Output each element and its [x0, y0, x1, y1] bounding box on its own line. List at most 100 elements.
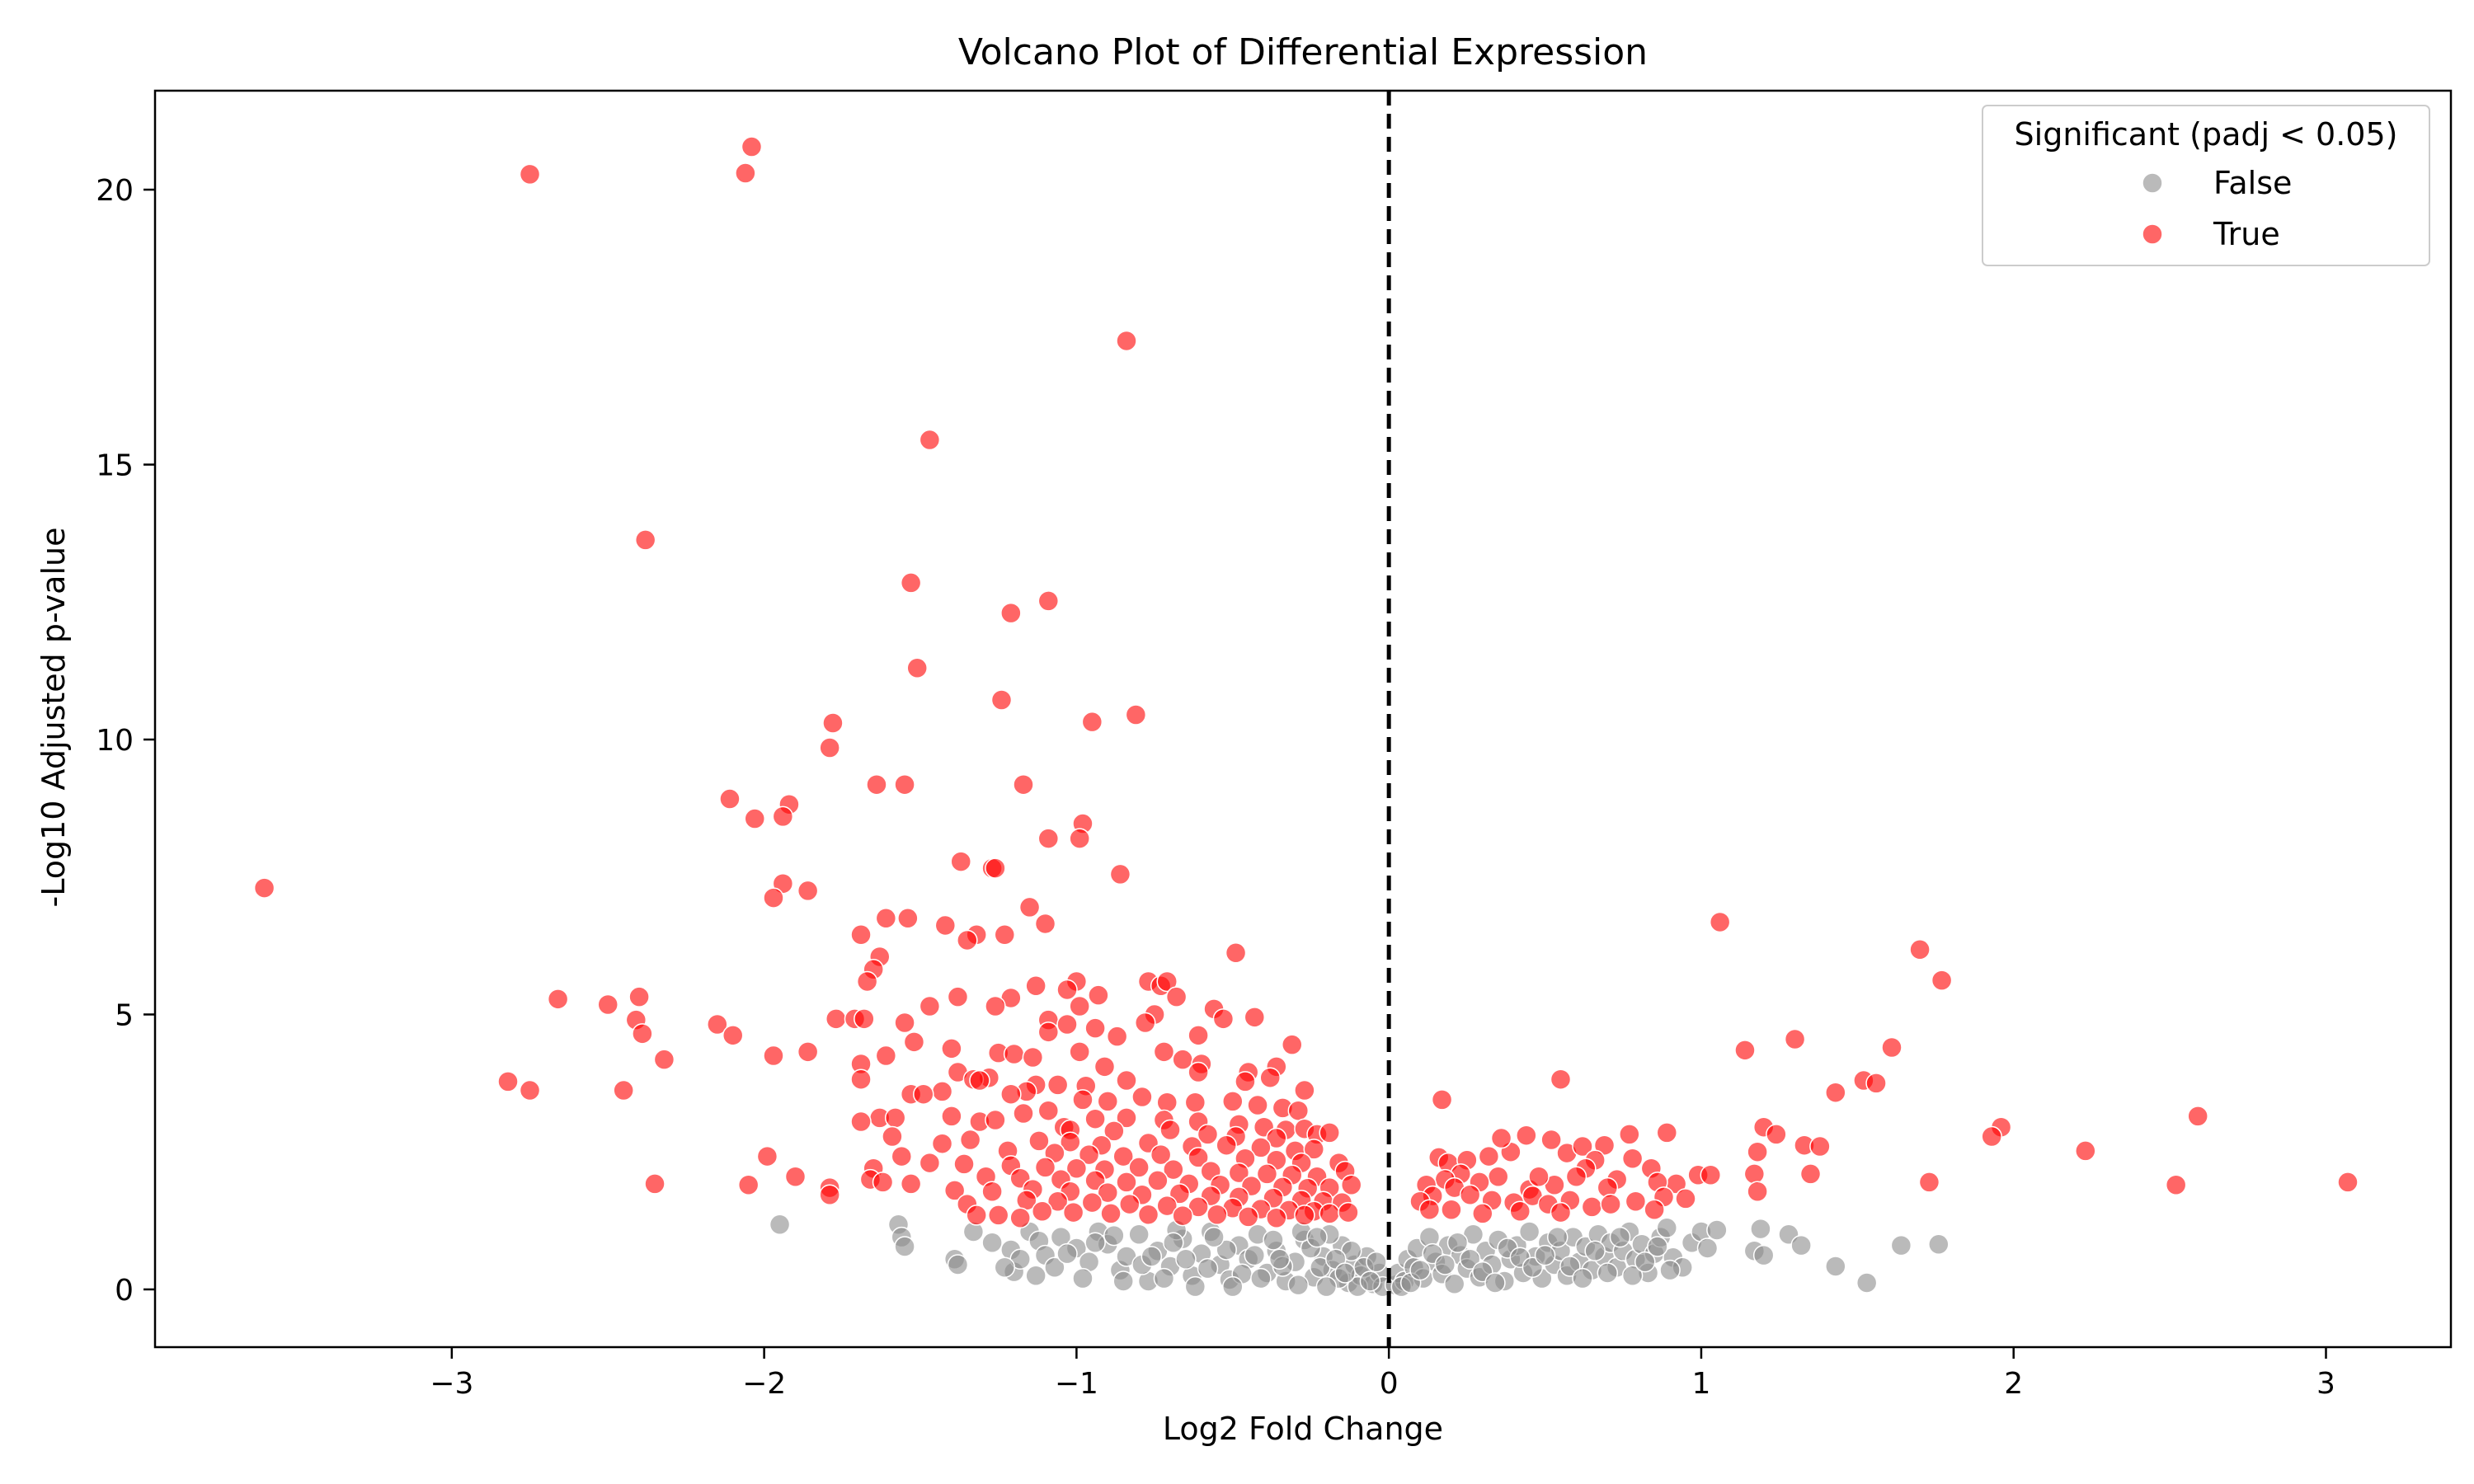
point-significant: [1259, 1067, 1281, 1088]
legend-label-true: True: [2213, 216, 2280, 252]
point-significant: [1188, 1025, 1209, 1046]
point-significant: [953, 1153, 975, 1175]
point-significant: [969, 1069, 990, 1092]
y-tick-label: 10: [96, 724, 134, 758]
point-significant: [1747, 1141, 1768, 1162]
point-not-significant: [1244, 1244, 1266, 1266]
point-not-significant: [1856, 1272, 1878, 1294]
point-significant: [1084, 1108, 1106, 1129]
legend-label-false: False: [2213, 165, 2292, 201]
point-significant: [756, 1145, 778, 1167]
point-not-significant: [1315, 1275, 1338, 1298]
point-not-significant: [1790, 1234, 1812, 1256]
point-significant: [1119, 1193, 1141, 1215]
point-significant: [931, 1133, 953, 1154]
point-significant: [1431, 1089, 1453, 1111]
point-not-significant: [1446, 1232, 1469, 1254]
point-significant: [1037, 1021, 1060, 1043]
point-significant: [875, 1045, 897, 1067]
point-not-significant: [1459, 1248, 1481, 1270]
point-significant: [850, 924, 872, 946]
point-significant: [822, 712, 844, 734]
point-significant: [1478, 1145, 1500, 1167]
point-significant: [1931, 970, 1953, 991]
point-significant: [1319, 1122, 1340, 1144]
point-not-significant: [1084, 1232, 1106, 1254]
point-significant: [1809, 1135, 1831, 1158]
point-significant: [950, 851, 971, 872]
point-significant: [1743, 1163, 1766, 1185]
point-significant: [919, 1152, 941, 1174]
point-significant: [1188, 1061, 1209, 1083]
point-significant: [1981, 1125, 2002, 1148]
point-significant: [1028, 1130, 1050, 1152]
point-significant: [850, 1068, 872, 1090]
point-significant: [856, 970, 878, 993]
x-tick-label: −1: [1055, 1367, 1098, 1401]
point-significant: [628, 986, 650, 1007]
point-significant: [1528, 1166, 1550, 1187]
point-not-significant: [1409, 1259, 1431, 1281]
point-significant: [1709, 911, 1731, 933]
point-not-significant: [1928, 1233, 1950, 1256]
point-significant: [1266, 1127, 1287, 1149]
point-significant: [1550, 1068, 1572, 1090]
point-significant: [1516, 1125, 1537, 1146]
point-significant: [1078, 1144, 1100, 1166]
point-significant: [1472, 1203, 1493, 1224]
point-significant: [1069, 995, 1090, 1017]
point-significant: [719, 788, 741, 810]
point-significant: [1156, 1195, 1178, 1217]
point-significant: [1766, 1124, 1787, 1145]
point-not-significant: [1056, 1242, 1078, 1265]
point-significant: [547, 989, 569, 1010]
x-tick-label: −3: [430, 1367, 473, 1401]
point-significant: [1009, 1207, 1031, 1229]
point-significant: [1153, 1041, 1175, 1063]
point-significant: [931, 1081, 953, 1102]
point-significant: [1116, 330, 1137, 352]
point-not-significant: [994, 1256, 1016, 1279]
point-significant: [1106, 1026, 1128, 1047]
point-significant: [1294, 1205, 1315, 1226]
point-significant: [1100, 1203, 1122, 1224]
y-tick-label: 5: [115, 998, 134, 1032]
point-significant: [1128, 1157, 1150, 1178]
point-significant: [903, 1031, 925, 1053]
point-not-significant: [1268, 1248, 1291, 1270]
x-axis-label: Log2 Fold Change: [1163, 1411, 1443, 1447]
point-significant: [797, 1041, 819, 1063]
point-significant: [1056, 1013, 1078, 1036]
point-significant: [990, 689, 1013, 711]
point-significant: [1565, 1166, 1587, 1187]
x-tick-label: 0: [1380, 1367, 1399, 1401]
point-significant: [1216, 1134, 1237, 1156]
point-significant: [1625, 1190, 1647, 1213]
point-significant: [850, 1111, 872, 1133]
point-significant: [1550, 1201, 1572, 1223]
point-significant: [1013, 1102, 1034, 1125]
point-not-significant: [1287, 1274, 1310, 1296]
point-significant: [819, 737, 840, 758]
point-not-significant: [1334, 1262, 1356, 1284]
point-significant: [519, 163, 541, 186]
point-significant: [872, 1172, 894, 1193]
point-significant: [1188, 1147, 1209, 1168]
legend-marker-false: [2142, 172, 2163, 194]
point-significant: [1060, 1131, 1081, 1153]
point-significant: [1094, 1056, 1116, 1078]
point-significant: [1303, 1139, 1325, 1160]
point-significant: [897, 908, 919, 929]
point-significant: [913, 1083, 934, 1105]
point-not-significant: [1434, 1254, 1456, 1275]
point-significant: [819, 1184, 840, 1206]
point-not-significant: [1025, 1265, 1047, 1287]
point-significant: [1165, 986, 1188, 1007]
point-significant: [1228, 1162, 1250, 1184]
point-significant: [1172, 1205, 1193, 1227]
points-layer: [253, 136, 2359, 1298]
point-significant: [253, 877, 275, 899]
point-not-significant: [1184, 1275, 1206, 1298]
point-significant: [900, 572, 922, 594]
point-significant: [1037, 1100, 1060, 1121]
